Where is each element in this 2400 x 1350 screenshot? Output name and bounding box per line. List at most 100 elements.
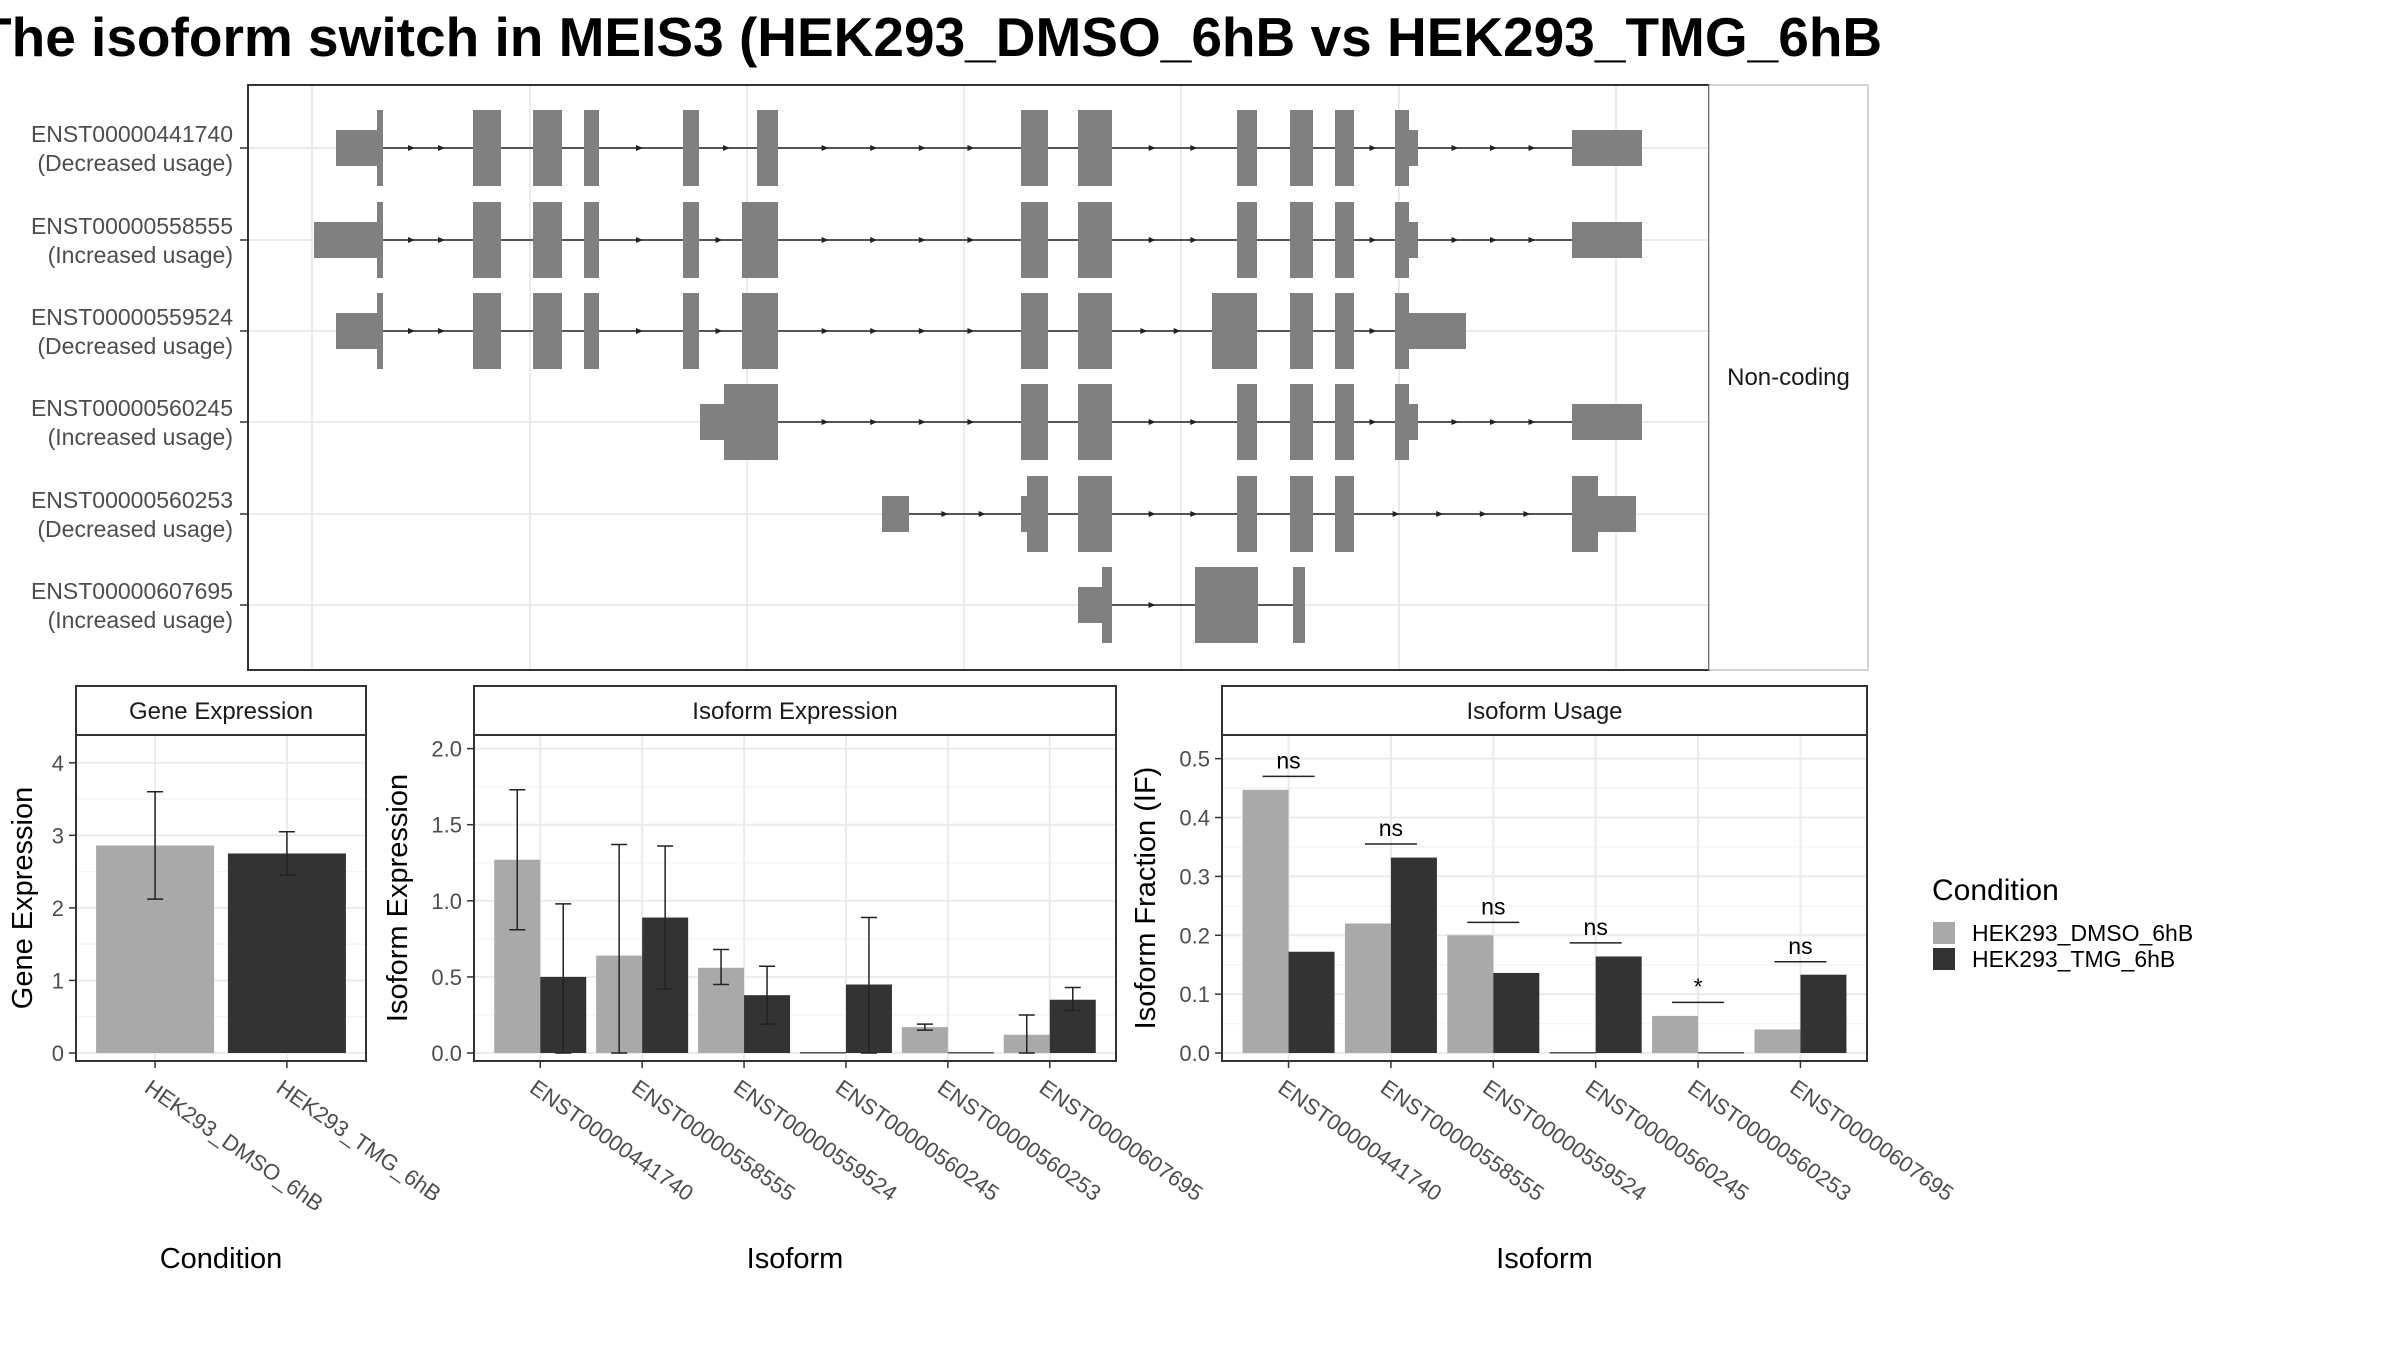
exon-box <box>473 293 501 369</box>
exon-box <box>584 293 599 369</box>
y-tick-label: 1.0 <box>431 889 462 914</box>
significance-label: ns <box>1276 747 1300 773</box>
exon-box <box>683 293 699 369</box>
intron-arrow <box>870 145 878 151</box>
exon-box <box>1335 384 1354 460</box>
transcript-usage-label: (Increased usage) <box>48 424 233 450</box>
y-tick-label: 3 <box>52 823 64 848</box>
exon-box <box>336 313 381 349</box>
exon-box <box>584 110 599 186</box>
exon-box <box>1572 222 1642 258</box>
error-bar <box>1018 1014 1035 1054</box>
error-bar <box>147 791 164 900</box>
intron-arrow <box>1369 237 1377 243</box>
error-bar <box>555 903 572 1054</box>
exon-box <box>1290 384 1313 460</box>
error-bar <box>860 916 877 1054</box>
exon-box <box>1237 476 1257 552</box>
exon-box <box>1409 222 1418 258</box>
y-tick-label: 1 <box>52 968 64 993</box>
intron-arrow <box>941 511 949 517</box>
bar-hek293_tmg_6hb-tmg <box>227 853 346 1053</box>
intron-arrow <box>1528 419 1536 425</box>
facet-title: Isoform Expression <box>692 698 897 725</box>
intron-arrow <box>715 328 723 334</box>
intron-arrow <box>821 328 829 334</box>
exon-box <box>1598 496 1636 532</box>
x-tick-label: ENST00000441740 <box>525 1075 698 1206</box>
error-bar <box>611 843 628 1054</box>
exon-box <box>533 110 562 186</box>
intron-arrow <box>870 328 878 334</box>
intron-arrow <box>723 145 730 151</box>
x-tick-label: ENST00000560245 <box>831 1075 1004 1206</box>
legend-title: Condition <box>1932 874 2059 907</box>
intron-arrow <box>438 328 445 334</box>
bar-enst00000560253-tmg <box>947 1052 994 1054</box>
exon-box <box>473 202 501 278</box>
transcript-id-label: ENST00000558555 <box>31 213 233 239</box>
intron-arrow <box>1523 511 1531 517</box>
intron-arrow <box>870 419 878 425</box>
y-tick-label: 2 <box>52 896 64 921</box>
intron-arrow <box>1528 237 1536 243</box>
facet-strip <box>473 685 1117 736</box>
exon-box <box>1335 202 1354 278</box>
intron-arrow <box>636 237 643 243</box>
exon-box <box>1021 110 1048 186</box>
exon-box <box>533 293 562 369</box>
significance-label: ns <box>1584 914 1608 940</box>
error-bar <box>713 948 730 986</box>
exon-box <box>1027 476 1048 552</box>
exon-box <box>1102 567 1112 643</box>
intron-arrow <box>1392 511 1400 517</box>
exon-box <box>1021 293 1048 369</box>
intron-arrow <box>1528 145 1536 151</box>
intron-arrow <box>438 145 445 151</box>
y-tick-label: 1.5 <box>431 813 462 838</box>
exon-box <box>1290 110 1313 186</box>
exon-box <box>377 293 383 369</box>
exon-box <box>1572 476 1598 552</box>
intron-arrow <box>967 419 975 425</box>
structure-plot-background <box>248 85 1709 670</box>
exon-box <box>1237 384 1257 460</box>
gene-expression-panel: Gene Expression01234HEK293_DMSO_6hBHEK29… <box>7 685 446 1275</box>
structure-facet-label: Non-coding <box>1727 364 1850 391</box>
y-axis-title: Isoform Fraction (IF) <box>1130 767 1162 1030</box>
transcript-usage-label: (Decreased usage) <box>37 516 233 542</box>
exon-box <box>724 384 778 460</box>
intron-arrow <box>1148 237 1156 243</box>
bar-enst00000560253-dmso <box>901 1027 948 1053</box>
x-axis-title: Isoform <box>1496 1243 1593 1275</box>
facet-strip <box>75 685 367 736</box>
exon-box <box>1293 567 1305 643</box>
error-bar <box>1064 986 1081 1012</box>
y-tick-label: 0.2 <box>1179 923 1210 948</box>
facet-strip <box>1221 685 1868 736</box>
intron-arrow <box>1148 511 1156 517</box>
exon-box <box>1290 202 1313 278</box>
exon-box <box>1021 202 1048 278</box>
bar-enst00000560253-dmso <box>1652 1015 1699 1053</box>
bar-enst00000558555-dmso <box>1344 923 1391 1053</box>
legend-swatch-0 <box>1933 922 1955 944</box>
significance-label: ns <box>1481 893 1505 919</box>
exon-box <box>1195 567 1258 643</box>
exon-box <box>1572 130 1642 166</box>
error-bar <box>759 965 776 1025</box>
transcript-id-label: ENST00000560245 <box>31 395 233 421</box>
intron-arrow <box>918 237 926 243</box>
intron-arrow <box>1451 237 1459 243</box>
intron-arrow <box>1490 237 1497 243</box>
bar-enst00000441740-dmso <box>1242 789 1289 1053</box>
exon-box <box>336 130 381 166</box>
exon-box <box>757 110 778 186</box>
bar-enst00000607695-dmso <box>1754 1029 1801 1053</box>
transcript-usage-label: (Increased usage) <box>48 607 233 633</box>
intron-arrow <box>1451 419 1459 425</box>
exon-box <box>1237 202 1257 278</box>
intron-arrow <box>1490 419 1497 425</box>
